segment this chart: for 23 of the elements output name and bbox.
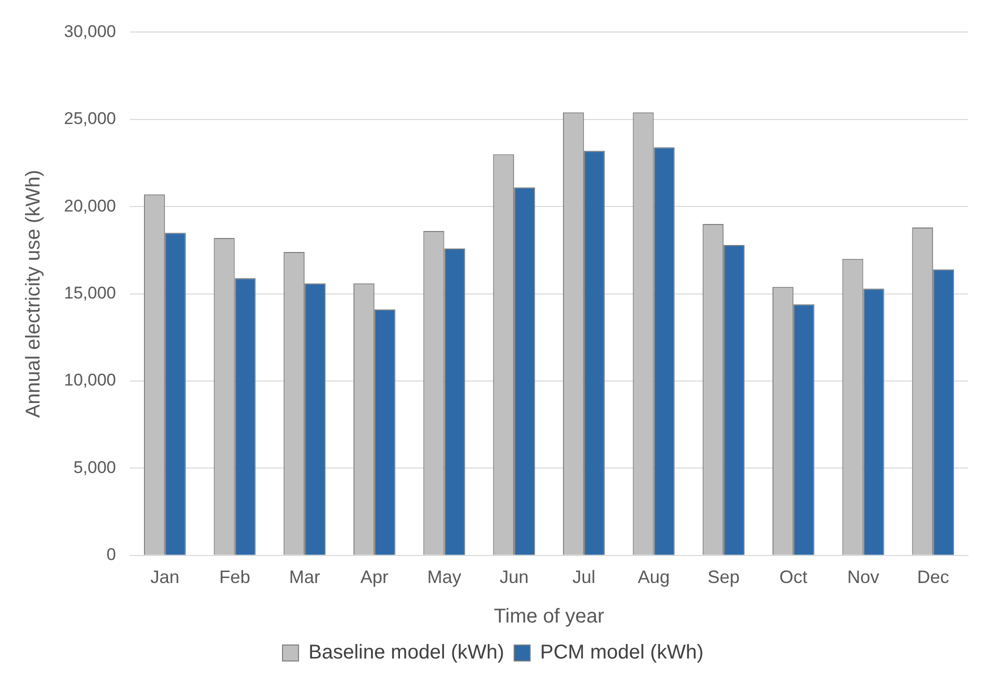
y-axis-title: Annual electricity use (kWh) xyxy=(22,170,45,418)
x-tick-label: Apr xyxy=(360,567,388,588)
y-tick-label: 10,000 xyxy=(64,370,116,390)
y-tick-label: 15,000 xyxy=(64,283,116,302)
x-tick-label: Oct xyxy=(779,567,808,588)
x-tick-label: May xyxy=(427,567,462,588)
x-tick-label: Dec xyxy=(917,567,950,588)
x-tick-label: Jul xyxy=(572,567,596,588)
legend-label: PCM model (kWh) xyxy=(540,642,704,664)
x-tick-label: Sep xyxy=(708,567,740,588)
x-tick-label: Nov xyxy=(847,567,880,588)
y-tick-label: 30,000 xyxy=(64,22,116,41)
x-tick-label: Mar xyxy=(289,567,320,588)
x-tick-label: Jan xyxy=(150,567,180,588)
x-tick-label: Aug xyxy=(638,567,670,588)
y-tick-label: 0 xyxy=(106,545,116,564)
y-tick-label: 5,000 xyxy=(73,458,116,477)
x-axis-title: Time of year xyxy=(494,606,605,628)
y-tick-label: 25,000 xyxy=(64,109,116,128)
y-tick-label: 20,000 xyxy=(64,196,116,216)
x-tick-label: Feb xyxy=(219,567,250,588)
x-tick-label: Jun xyxy=(500,567,529,588)
legend-label: Baseline model (kWh) xyxy=(308,642,504,664)
